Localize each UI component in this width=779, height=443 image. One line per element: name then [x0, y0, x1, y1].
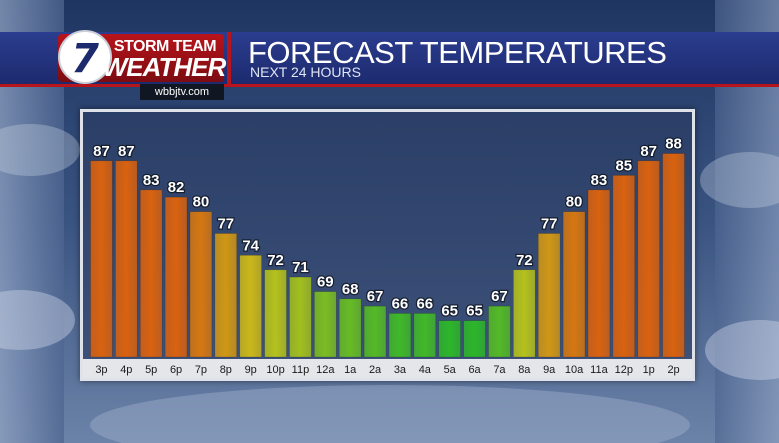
data-label-2p: 88: [665, 136, 682, 153]
data-label-11p: 71: [292, 259, 309, 276]
logo-storm-team: STORM TEAM: [113, 38, 217, 55]
bar-12a: [314, 291, 337, 358]
x-tick-3p: 3p: [95, 364, 107, 376]
channel-7-icon: 7: [58, 30, 112, 84]
x-tick-2p: 2p: [667, 364, 679, 376]
bar-5p: [139, 189, 163, 358]
x-tick-12p: 12p: [615, 364, 633, 376]
x-tick-5p: 5p: [145, 364, 157, 376]
x-tick-6p: 6p: [170, 364, 182, 376]
x-tick-2a: 2a: [369, 364, 382, 376]
data-label-1p: 87: [640, 143, 657, 160]
data-label-6p: 82: [168, 179, 185, 196]
data-label-10p: 72: [267, 252, 284, 269]
bar-10p: [264, 269, 287, 358]
data-label-8a: 72: [516, 252, 533, 269]
data-label-2a: 67: [367, 288, 384, 305]
bar-10a: [562, 211, 586, 358]
data-label-7a: 67: [491, 288, 508, 305]
bar-8a: [513, 269, 536, 358]
x-tick-7a: 7a: [493, 364, 506, 376]
bar-9a: [537, 233, 561, 358]
page-title: FORECAST TEMPERATURES: [248, 35, 667, 70]
bar-3a: [388, 313, 412, 358]
bar-7a: [488, 305, 511, 358]
x-tick-10a: 10a: [565, 364, 584, 376]
x-tick-6a: 6a: [468, 364, 481, 376]
x-tick-9p: 9p: [245, 364, 257, 376]
data-label-8p: 77: [217, 215, 234, 232]
data-label-10a: 80: [566, 194, 583, 211]
bar-3p: [90, 160, 113, 358]
temperature-chart: 87 3p 87 4p 83 5p 82 6p 80 7p 77 8p 74 9p 72 10p 71 11p 69…: [80, 109, 695, 381]
bar-12p: [612, 175, 636, 358]
data-label-5a: 65: [441, 303, 458, 320]
logo-number: 7: [71, 36, 99, 82]
chart-frame: [80, 109, 695, 381]
bar-1p: [637, 160, 660, 358]
data-label-9a: 77: [541, 215, 558, 232]
data-label-7p: 80: [193, 194, 210, 211]
bar-11p: [289, 276, 312, 358]
bar-6a: [463, 320, 486, 358]
x-tick-4p: 4p: [120, 364, 132, 376]
x-tick-1a: 1a: [344, 364, 357, 376]
bar-6p: [164, 196, 188, 358]
bar-5a: [438, 320, 461, 358]
bar-11a: [587, 189, 611, 358]
bar-4a: [413, 313, 437, 358]
page-subtitle: NEXT 24 HOURS: [250, 64, 361, 80]
x-tick-1p: 1p: [643, 364, 655, 376]
website-label: wbbjtv.com: [140, 84, 224, 100]
x-tick-5a: 5a: [444, 364, 457, 376]
data-label-12a: 69: [317, 274, 334, 291]
x-tick-3a: 3a: [394, 364, 407, 376]
bar-2a: [363, 305, 387, 358]
x-tick-12a: 12a: [316, 364, 335, 376]
data-label-4a: 66: [416, 295, 433, 312]
data-label-5p: 83: [143, 172, 160, 189]
x-tick-8a: 8a: [518, 364, 531, 376]
logo-weather: WEATHER: [102, 52, 227, 82]
bar-2p: [662, 153, 685, 358]
data-label-1a: 68: [342, 281, 359, 298]
bar-7p: [189, 211, 213, 358]
data-label-3a: 66: [392, 295, 409, 312]
x-tick-9a: 9a: [543, 364, 556, 376]
data-label-12p: 85: [615, 157, 632, 174]
data-label-9p: 74: [242, 237, 259, 254]
bar-8p: [214, 233, 238, 358]
data-label-3p: 87: [93, 143, 110, 160]
data-label-4p: 87: [118, 143, 135, 160]
title-divider: [227, 32, 231, 84]
x-axis-strip: [83, 359, 692, 378]
data-label-11a: 83: [591, 172, 608, 189]
x-tick-8p: 8p: [220, 364, 232, 376]
bar-9p: [239, 254, 262, 358]
x-tick-10p: 10p: [266, 364, 284, 376]
x-tick-7p: 7p: [195, 364, 207, 376]
x-tick-11a: 11a: [590, 364, 608, 376]
data-label-6a: 65: [466, 303, 483, 320]
bar-4p: [115, 160, 138, 358]
x-tick-4a: 4a: [419, 364, 432, 376]
bar-1a: [338, 298, 362, 358]
x-tick-11p: 11p: [292, 364, 310, 376]
